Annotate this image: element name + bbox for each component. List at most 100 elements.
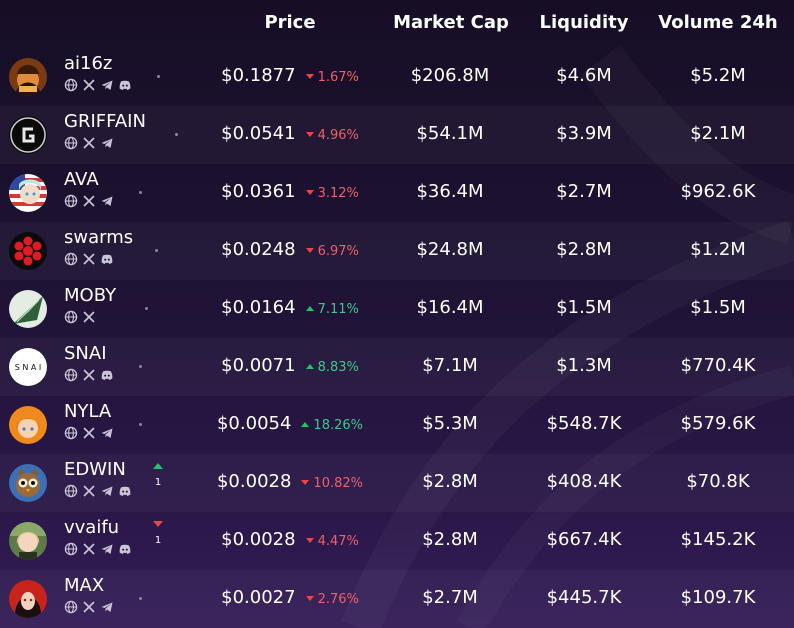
- price-column-header[interactable]: Price: [264, 12, 316, 33]
- price-change-value: 1.67%: [317, 70, 359, 85]
- discord-icon[interactable]: [118, 78, 132, 92]
- rank-change-value: 1: [154, 477, 162, 488]
- price-cell: $0.0071 8.83%: [200, 355, 380, 376]
- volume-24h-column-header[interactable]: Volume 24h: [658, 12, 778, 33]
- moby-avatar: [9, 290, 47, 328]
- price-change-value: 3.12%: [317, 186, 359, 201]
- market-cap-column-header[interactable]: Market Cap: [393, 12, 509, 33]
- table-row[interactable]: AVA $0.0361 3.12% $36.4M $2.7M $962.6K: [0, 164, 794, 222]
- table-row[interactable]: MOBY $0.0164 7.11% $16.4M $1.5M $1.5M: [0, 280, 794, 338]
- volume-value: $2.1M: [690, 123, 746, 144]
- table-header: Price Market Cap Liquidity Volume 24h: [0, 0, 794, 48]
- liquidity-value: $408.4K: [546, 471, 622, 492]
- token-name[interactable]: vvaifu: [64, 517, 120, 538]
- x-icon[interactable]: [82, 252, 96, 266]
- up-arrow-icon: [305, 306, 314, 311]
- globe-icon[interactable]: [64, 194, 78, 208]
- telegram-icon[interactable]: [100, 194, 114, 208]
- volume-value: $770.4K: [680, 355, 756, 376]
- x-icon[interactable]: [82, 78, 96, 92]
- volume-value: $1.5M: [690, 297, 746, 318]
- market-cap-value: $7.1M: [422, 355, 478, 376]
- token-name[interactable]: GRIFFAIN: [64, 111, 146, 132]
- price-cell: $0.0027 2.76%: [200, 587, 380, 608]
- rank-change-indicator: 1: [151, 463, 165, 488]
- discord-icon[interactable]: [118, 542, 132, 556]
- globe-icon[interactable]: [64, 136, 78, 150]
- market-cap-value: $36.4M: [416, 181, 484, 202]
- globe-icon[interactable]: [64, 542, 78, 556]
- market-cap-value: $54.1M: [416, 123, 484, 144]
- x-icon[interactable]: [82, 600, 96, 614]
- telegram-icon[interactable]: [100, 78, 114, 92]
- globe-icon[interactable]: [64, 78, 78, 92]
- price-cell: $0.0361 3.12%: [200, 181, 380, 202]
- x-icon[interactable]: [82, 484, 96, 498]
- x-icon[interactable]: [82, 310, 96, 324]
- table-row[interactable]: EDWIN 1 $0.0028 10.82% $2.8M $408.4K $70…: [0, 454, 794, 512]
- table-row[interactable]: swarms $0.0248 6.97% $24.8M $2.8M $1.2M: [0, 222, 794, 280]
- telegram-icon[interactable]: [100, 136, 114, 150]
- x-icon[interactable]: [82, 368, 96, 382]
- token-price: $0.0071: [221, 355, 296, 376]
- price-change: 8.83%: [305, 360, 359, 375]
- token-name[interactable]: AVA: [64, 169, 99, 190]
- liquidity-column-header[interactable]: Liquidity: [539, 12, 629, 33]
- table-row[interactable]: GRIFFAIN $0.0541 4.96% $54.1M $3.9M $2.1…: [0, 106, 794, 164]
- griffain-avatar: [9, 116, 47, 154]
- table-row[interactable]: vvaifu 1 $0.0028 4.47% $2.8M $667.4K $14…: [0, 512, 794, 570]
- rank-up-arrow-icon: [153, 463, 163, 469]
- liquidity-value: $445.7K: [546, 587, 622, 608]
- token-name[interactable]: EDWIN: [64, 459, 126, 480]
- price-change: 2.76%: [305, 592, 359, 607]
- telegram-icon[interactable]: [100, 542, 114, 556]
- price-change-value: 8.83%: [317, 360, 359, 375]
- globe-icon[interactable]: [64, 368, 78, 382]
- rank-down-arrow-icon: [153, 521, 163, 527]
- telegram-icon[interactable]: [100, 600, 114, 614]
- price-cell: $0.0028 10.82%: [200, 471, 380, 492]
- token-name[interactable]: SNAI: [64, 343, 107, 364]
- globe-icon[interactable]: [64, 252, 78, 266]
- x-icon[interactable]: [82, 426, 96, 440]
- token-name[interactable]: swarms: [64, 227, 134, 248]
- price-change-value: 7.11%: [317, 302, 359, 317]
- discord-icon[interactable]: [100, 368, 114, 382]
- globe-icon[interactable]: [64, 426, 78, 440]
- price-change: 10.82%: [301, 476, 363, 491]
- discord-icon[interactable]: [100, 252, 114, 266]
- social-links: [64, 600, 114, 614]
- price-change-value: 6.97%: [317, 244, 359, 259]
- separator-dot: [155, 249, 158, 252]
- table-row[interactable]: S N A I SNAI $0.0071 8.83% $7.1M $1.3M $…: [0, 338, 794, 396]
- table-row[interactable]: NYLA $0.0054 18.26% $5.3M $548.7K $579.6…: [0, 396, 794, 454]
- market-cap-value: $2.8M: [422, 529, 478, 550]
- table-row[interactable]: MAX $0.0027 2.76% $2.7M $445.7K $109.7K: [0, 570, 794, 628]
- globe-icon[interactable]: [64, 310, 78, 324]
- x-icon[interactable]: [82, 194, 96, 208]
- token-name[interactable]: MOBY: [64, 285, 117, 306]
- price-change: 4.96%: [305, 128, 359, 143]
- token-name[interactable]: ai16z: [64, 53, 113, 74]
- globe-icon[interactable]: [64, 484, 78, 498]
- x-icon[interactable]: [82, 542, 96, 556]
- volume-value: $109.7K: [680, 587, 756, 608]
- ava-avatar: [9, 174, 47, 212]
- social-links: [64, 78, 132, 92]
- social-links: [64, 426, 114, 440]
- table-row[interactable]: ai16z $0.1877 1.67% $206.8M $4.6M $5.2M: [0, 48, 794, 106]
- vvaifu-avatar: [9, 522, 47, 560]
- globe-icon[interactable]: [64, 600, 78, 614]
- rank-change-indicator: 1: [151, 521, 165, 546]
- telegram-icon[interactable]: [100, 426, 114, 440]
- discord-icon[interactable]: [118, 484, 132, 498]
- price-change-value: 4.47%: [317, 534, 359, 549]
- token-name[interactable]: NYLA: [64, 401, 112, 422]
- price-change-value: 10.82%: [313, 476, 363, 491]
- max-avatar: [9, 580, 47, 618]
- x-icon[interactable]: [82, 136, 96, 150]
- social-links: [64, 310, 96, 324]
- token-name[interactable]: MAX: [64, 575, 105, 596]
- liquidity-value: $4.6M: [556, 65, 612, 86]
- telegram-icon[interactable]: [100, 484, 114, 498]
